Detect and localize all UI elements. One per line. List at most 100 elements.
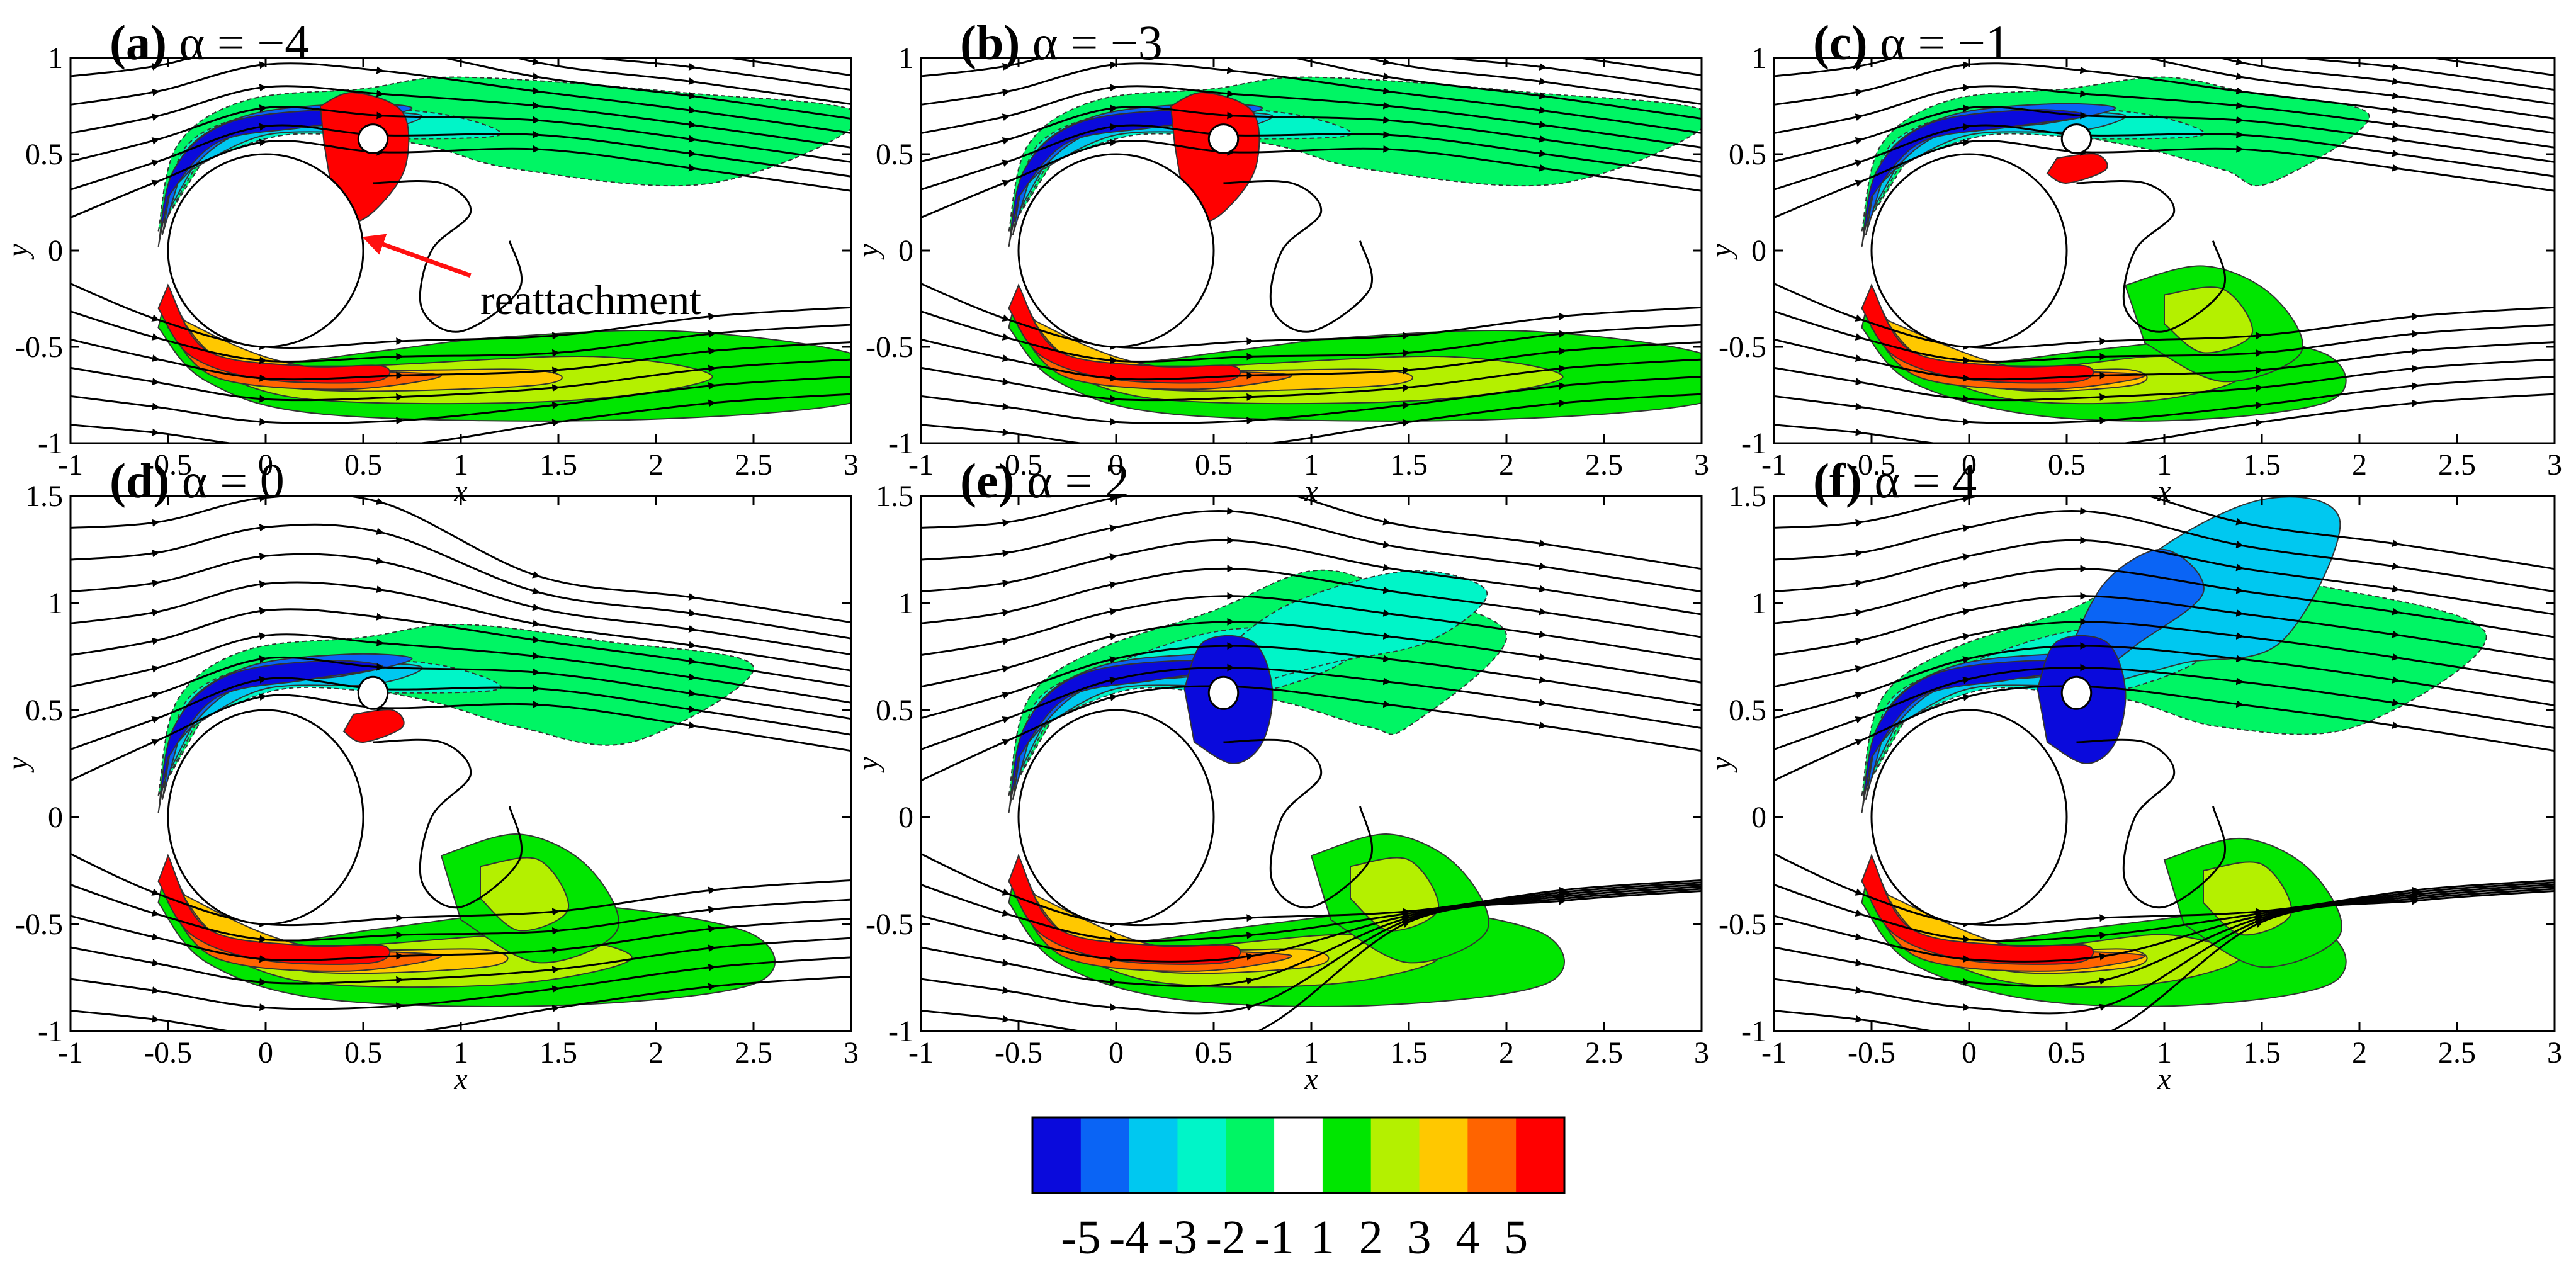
streamline [71, 393, 851, 443]
streamlines [1774, 496, 2555, 1031]
colorbar-swatch [1467, 1117, 1517, 1193]
y-tick-label: 1 [1751, 587, 1766, 620]
x-tick-label: -1 [908, 448, 934, 482]
x-tick-label: 0 [258, 1036, 273, 1070]
axis-ticks: -1 -0.5 0 0.5 1 1.5 2 2.5 3 1 0.5 0 -0.5 -1 [866, 42, 1709, 482]
control-cylinder [1207, 123, 1240, 154]
x-tick-label: 2.5 [2438, 448, 2476, 482]
x-tick-label: 3 [844, 1036, 859, 1070]
y-axis-label: y [852, 757, 885, 774]
recirculation-streamline [1223, 738, 1374, 909]
reattachment-label: reattachment [480, 276, 701, 324]
y-tick-label: 0 [898, 801, 913, 834]
colorbar-label: 1 [1311, 1211, 1335, 1264]
panel-c: -1 -0.5 0 0.5 1 1.5 2 2.5 310.50-0.5-1xy(c) α = … [1705, 15, 2562, 508]
y-tick-label: 1 [898, 587, 913, 620]
panel-alpha: α = 2 [1015, 453, 1129, 508]
main-cylinder [1870, 153, 2068, 348]
x-tick-label: 0.5 [1195, 1036, 1233, 1070]
panel-letter: (d) [110, 453, 169, 508]
colorbar-swatch [1370, 1117, 1420, 1193]
x-tick-label: 1.5 [539, 448, 577, 482]
streamlines [71, 496, 851, 1031]
y-axis-label: y [852, 244, 885, 261]
x-tick-label: 2 [1499, 1036, 1514, 1070]
y-tick-label: 0.5 [876, 694, 913, 727]
x-tick-label: 1.5 [2243, 448, 2281, 482]
streamline [71, 496, 851, 624]
x-tick-label: -1 [58, 1036, 83, 1070]
x-tick-label: 1 [1304, 448, 1319, 482]
panel-title: (d) α = 0 [110, 453, 285, 508]
y-tick-label: 1.5 [1729, 480, 1766, 513]
panel-alpha: α = −3 [1020, 15, 1162, 70]
panel-title: (b) α = −3 [960, 15, 1163, 70]
control-cylinder [2060, 123, 2093, 154]
plot-area [71, 58, 851, 443]
recirculation-streamline [373, 180, 523, 333]
streamlines [71, 58, 851, 443]
panel-letter: (c) [1813, 15, 1868, 70]
x-tick-label: -0.5 [144, 448, 192, 482]
x-tick-label: -1 [1761, 448, 1787, 482]
panel-title: (a) α = −4 [110, 15, 309, 70]
x-tick-label: 0.5 [344, 1036, 382, 1070]
plot-area [71, 496, 851, 1031]
colorbar-swatch [1226, 1117, 1275, 1193]
y-tick-label: -1 [38, 427, 63, 460]
x-axis-label: x [453, 1063, 467, 1096]
y-tick-label: 0 [898, 234, 913, 268]
y-tick-label: 1 [48, 42, 63, 75]
colorbar-frame [1031, 1116, 1566, 1194]
y-tick-label: 0.5 [1729, 694, 1766, 727]
axis-ticks: -1 -0.5 0 0.5 1 1.5 2 2.5 3 1.5 1 0.5 0 -0.5 -1 [15, 480, 859, 1070]
x-tick-label: 1 [2157, 448, 2172, 482]
y-tick-label: 1.5 [25, 480, 63, 513]
x-tick-label: 1.5 [2243, 1036, 2281, 1070]
x-tick-label: 3 [2547, 448, 2562, 482]
y-tick-label: -1 [1741, 427, 1766, 460]
colorbar-label: -3 [1158, 1211, 1197, 1264]
x-tick-label: 2.5 [1585, 448, 1623, 482]
y-tick-label: 0 [1751, 234, 1766, 268]
streamline [152, 58, 851, 106]
control-cylinder [1207, 675, 1240, 710]
streamline [71, 975, 851, 1031]
plot-area [1774, 58, 2555, 443]
panel-letter: (e) [960, 453, 1015, 508]
y-axis-label: y [1, 757, 35, 774]
colorbar-label: 4 [1455, 1211, 1479, 1264]
x-tick-label: 1.5 [1390, 1036, 1428, 1070]
y-tick-label: 0.5 [1729, 138, 1766, 171]
x-tick-label: 2 [648, 448, 664, 482]
panel-a: -1 -0.5 0 0.5 1 1.5 2 2.5 310.50-0.5-1xy(a) α = … [1, 15, 859, 508]
x-tick-label: -1 [58, 448, 83, 482]
x-tick-label: 2 [1499, 448, 1514, 482]
panel-title: (f) α = 4 [1813, 453, 1977, 508]
y-axis-label: y [1, 244, 35, 261]
streamline [152, 58, 851, 91]
x-tick-label: 1.5 [1390, 448, 1428, 482]
panel-alpha: α = 0 [169, 453, 284, 508]
plot-area [921, 58, 1702, 443]
y-tick-label: -0.5 [15, 908, 63, 941]
streamline [1774, 889, 2555, 1031]
x-tick-label: -1 [1761, 1036, 1787, 1070]
streamline [921, 889, 1702, 1031]
x-tick-label: 2.5 [735, 1036, 772, 1070]
x-tick-label: 2.5 [735, 448, 772, 482]
panel-letter: (f) [1813, 453, 1862, 508]
x-tick-label: 1.5 [539, 1036, 577, 1070]
axis-ticks: -1 -0.5 0 0.5 1 1.5 2 2.5 3 1.5 1 0.5 0 -0.5 -1 [1719, 480, 2562, 1070]
main-cylinder [1017, 153, 1215, 348]
panel-title: (c) α = −1 [1813, 15, 2010, 70]
y-tick-label: -1 [38, 1015, 63, 1048]
y-tick-label: -0.5 [866, 330, 913, 364]
y-axis-label: y [1705, 757, 1738, 774]
streamlines [921, 496, 1702, 1031]
x-tick-label: -0.5 [144, 1036, 192, 1070]
x-tick-label: -0.5 [1848, 1036, 1895, 1070]
x-tick-label: 2 [2352, 1036, 2367, 1070]
streamline [1774, 393, 2555, 443]
x-tick-label: 2 [648, 1036, 664, 1070]
